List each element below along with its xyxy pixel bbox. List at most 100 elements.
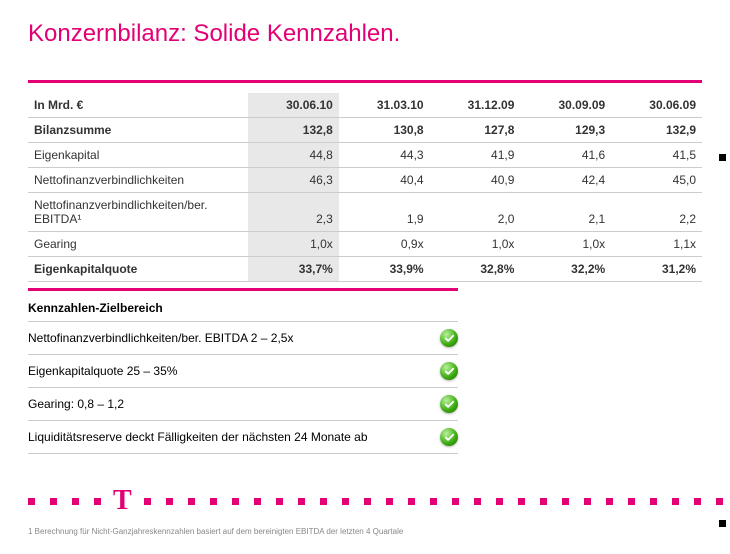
cell: 1,9 xyxy=(339,193,430,232)
cell: 32,2% xyxy=(520,257,611,282)
target-row: Gearing: 0,8 – 1,2 xyxy=(28,388,458,421)
cell: 0,9x xyxy=(339,232,430,257)
brand-dot xyxy=(276,498,283,505)
check-icon xyxy=(440,362,458,380)
cell: 1,1x xyxy=(611,232,702,257)
table-row: Nettofinanzverbindlichkeiten46,340,440,9… xyxy=(28,168,702,193)
cell: 127,8 xyxy=(430,118,521,143)
cell: 132,9 xyxy=(611,118,702,143)
slide: Konzernbilanz: Solide Kennzahlen. In Mrd… xyxy=(0,0,730,554)
target-label: Gearing: 0,8 – 1,2 xyxy=(28,397,124,411)
brand-dot xyxy=(474,498,481,505)
cell: 46,3 xyxy=(248,168,339,193)
brand-dot xyxy=(188,498,195,505)
footer: T 1 Berechnung für Nicht-Ganzjahreskennz… xyxy=(0,485,730,536)
row-label: Eigenkapital xyxy=(28,143,248,168)
brand-dot xyxy=(298,498,305,505)
brand-dot xyxy=(364,498,371,505)
brand-dot xyxy=(28,498,35,505)
brand-dot xyxy=(430,498,437,505)
t-logo: T xyxy=(113,485,132,517)
cell: 44,3 xyxy=(339,143,430,168)
col-date-4: 30.06.09 xyxy=(611,93,702,118)
brand-dot xyxy=(72,498,79,505)
target-label: Eigenkapitalquote 25 – 35% xyxy=(28,364,177,378)
brand-dot xyxy=(562,498,569,505)
brand-dot xyxy=(672,498,679,505)
target-row: Eigenkapitalquote 25 – 35% xyxy=(28,355,458,388)
target-row: Liquiditätsreserve deckt Fälligkeiten de… xyxy=(28,421,458,454)
brand-dot xyxy=(94,498,101,505)
brand-dot xyxy=(210,498,217,505)
cell: 2,1 xyxy=(520,193,611,232)
title-rule xyxy=(28,80,702,83)
cell: 2,3 xyxy=(248,193,339,232)
row-label: Bilanzsumme xyxy=(28,118,248,143)
brand-dot xyxy=(320,498,327,505)
page-side-mark xyxy=(719,154,726,161)
cell: 33,7% xyxy=(248,257,339,282)
col-date-2: 31.12.09 xyxy=(430,93,521,118)
page-corner-mark xyxy=(719,520,726,527)
brand-dot xyxy=(694,498,701,505)
cell: 1,0x xyxy=(430,232,521,257)
brand-dot xyxy=(584,498,591,505)
row-label: Eigenkapitalquote xyxy=(28,257,248,282)
brand-dot xyxy=(254,498,261,505)
table-header-row: In Mrd. € 30.06.10 31.03.10 31.12.09 30.… xyxy=(28,93,702,118)
brand-dot xyxy=(232,498,239,505)
target-label: Nettofinanzverbindlichkeiten/ber. EBITDA… xyxy=(28,331,293,345)
cell: 45,0 xyxy=(611,168,702,193)
brand-dot xyxy=(50,498,57,505)
row-label: Nettofinanzverbindlichkeiten xyxy=(28,168,248,193)
cell: 41,6 xyxy=(520,143,611,168)
targets-panel: Kennzahlen-Zielbereich Nettofinanzverbin… xyxy=(28,288,458,454)
cell: 41,5 xyxy=(611,143,702,168)
row-label: Gearing xyxy=(28,232,248,257)
cell: 33,9% xyxy=(339,257,430,282)
cell: 130,8 xyxy=(339,118,430,143)
table-row: Nettofinanzverbindlichkeiten/ber. EBITDA… xyxy=(28,193,702,232)
footnote: 1 Berechnung für Nicht-Ganzjahreskennzah… xyxy=(28,527,702,536)
targets-rule xyxy=(28,288,458,291)
check-icon xyxy=(440,329,458,347)
brand-dot xyxy=(166,498,173,505)
brand-dot xyxy=(628,498,635,505)
brand-dot xyxy=(496,498,503,505)
check-icon xyxy=(440,395,458,413)
balance-table: In Mrd. € 30.06.10 31.03.10 31.12.09 30.… xyxy=(28,93,702,282)
cell: 129,3 xyxy=(520,118,611,143)
col-date-3: 30.09.09 xyxy=(520,93,611,118)
brand-dot xyxy=(716,498,723,505)
check-icon xyxy=(440,428,458,446)
brand-dot xyxy=(540,498,547,505)
brand-strip: T xyxy=(28,485,702,517)
header-label: In Mrd. € xyxy=(28,93,248,118)
brand-dot xyxy=(606,498,613,505)
brand-dot xyxy=(144,498,151,505)
table-row: Eigenkapital44,844,341,941,641,5 xyxy=(28,143,702,168)
table-row: Gearing1,0x0,9x1,0x1,0x1,1x xyxy=(28,232,702,257)
brand-dot xyxy=(452,498,459,505)
table-row: Eigenkapitalquote33,7%33,9%32,8%32,2%31,… xyxy=(28,257,702,282)
cell: 32,8% xyxy=(430,257,521,282)
target-label: Liquiditätsreserve deckt Fälligkeiten de… xyxy=(28,430,368,444)
cell: 44,8 xyxy=(248,143,339,168)
table-row: Bilanzsumme132,8130,8127,8129,3132,9 xyxy=(28,118,702,143)
cell: 31,2% xyxy=(611,257,702,282)
col-date-1: 31.03.10 xyxy=(339,93,430,118)
col-date-0: 30.06.10 xyxy=(248,93,339,118)
cell: 40,9 xyxy=(430,168,521,193)
row-label: Nettofinanzverbindlichkeiten/ber. EBITDA… xyxy=(28,193,248,232)
cell: 1,0x xyxy=(248,232,339,257)
page-title: Konzernbilanz: Solide Kennzahlen. xyxy=(28,20,702,48)
cell: 1,0x xyxy=(520,232,611,257)
cell: 41,9 xyxy=(430,143,521,168)
cell: 2,2 xyxy=(611,193,702,232)
brand-dot xyxy=(518,498,525,505)
target-row: Nettofinanzverbindlichkeiten/ber. EBITDA… xyxy=(28,322,458,355)
brand-dot xyxy=(342,498,349,505)
cell: 42,4 xyxy=(520,168,611,193)
brand-dot xyxy=(650,498,657,505)
cell: 40,4 xyxy=(339,168,430,193)
